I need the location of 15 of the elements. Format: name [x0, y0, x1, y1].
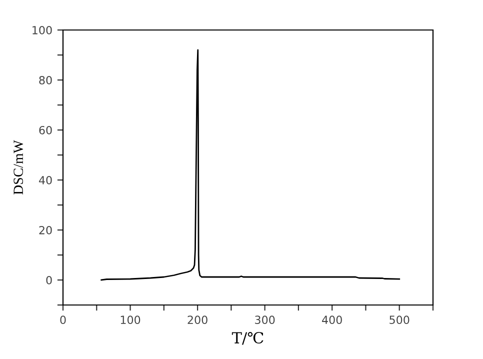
y-tick-label: 0: [46, 276, 52, 284]
x-axis-title: T/℃: [232, 332, 264, 345]
y-tick-label: 40: [38, 176, 52, 184]
y-tick-label: 20: [39, 226, 52, 234]
x-tick-label: 300: [255, 316, 275, 324]
x-tick-label: 200: [188, 316, 208, 324]
x-tick-label: 500: [390, 316, 410, 324]
x-tick-label: 0: [60, 316, 66, 324]
y-axis-title: DSC/mW: [14, 140, 24, 194]
y-tick-label: 60: [39, 126, 52, 134]
x-tick-label: 100: [120, 316, 140, 324]
x-tick-label: 400: [322, 316, 342, 324]
y-tick-label: 80: [39, 76, 52, 84]
y-tick-label: 100: [32, 26, 52, 34]
line-series: [100, 49, 400, 281]
